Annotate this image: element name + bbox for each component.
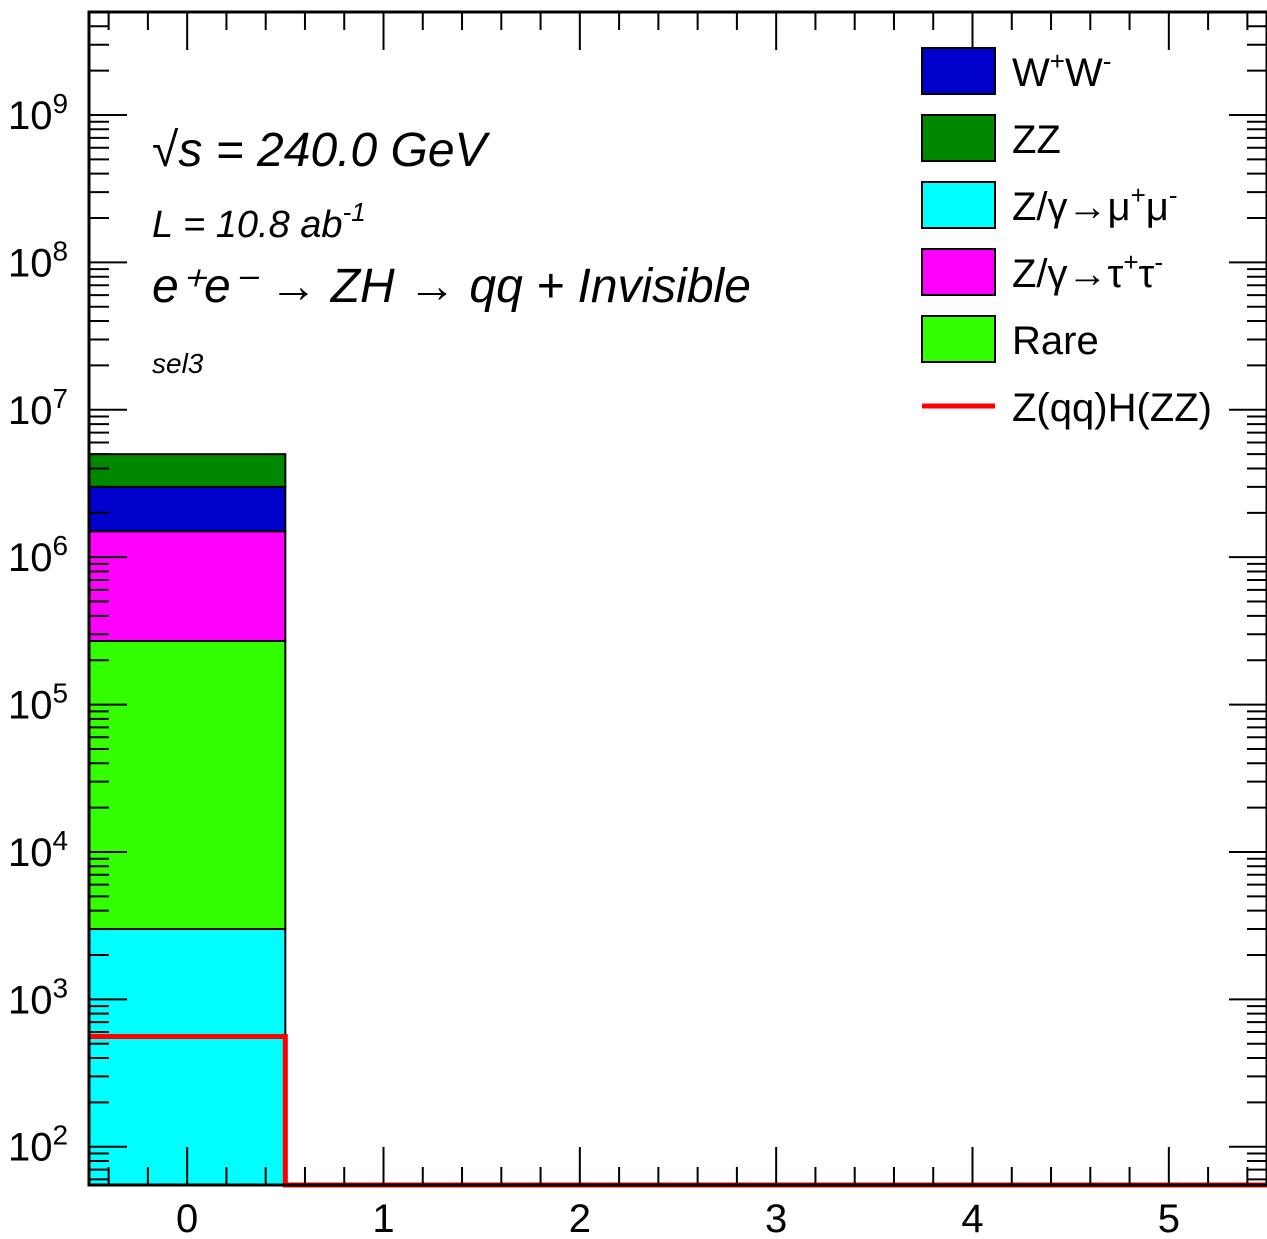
sqrt-s-label: √s = 240.0 GeV [152, 124, 491, 177]
x-tick-label: 2 [569, 1197, 591, 1239]
legend-label: Z(qq)H(ZZ) [1012, 386, 1212, 430]
legend-label: Rare [1012, 319, 1099, 363]
legend-swatch [921, 114, 996, 162]
legend-label: Z/γ→μ+μ- [1012, 180, 1178, 229]
x-tick-label: 4 [961, 1197, 983, 1239]
frame-rect [87, 10, 1267, 1187]
x-tick-label: 1 [372, 1197, 394, 1239]
x-tick-labels: 0 1 2 3 4 5 [176, 1197, 1180, 1239]
y-tick-label: 105 [8, 678, 68, 728]
x-tick-label: 5 [1158, 1197, 1180, 1239]
bar-1 [88, 639, 287, 931]
y-tick-label: 104 [8, 825, 68, 875]
bar-4 [88, 453, 287, 488]
y-tick-label: 106 [8, 530, 68, 580]
legend-label: Z/γ→τ+τ- [1012, 247, 1163, 296]
tick-marks [89, 11, 1267, 1185]
y-tick-label: 108 [8, 235, 68, 285]
legend-label: W+W- [1012, 46, 1111, 95]
process-label: e⁺e⁻ → ZH → qq + Invisible [152, 260, 751, 313]
x-tick-label: 0 [176, 1197, 198, 1239]
legend: W+W- ZZ Z/γ→μ+μ- Z/γ→τ+τ- Rare Z(qq)H(ZZ) [921, 46, 1212, 430]
selection-label: sel3 [152, 348, 204, 379]
plot-frame [87, 10, 1267, 1187]
legend-swatch [921, 47, 996, 95]
stacked-bars [88, 453, 287, 1186]
legend-swatch [921, 181, 996, 229]
legend-swatch [921, 315, 996, 363]
bar-3 [88, 485, 287, 533]
bar-2 [88, 530, 287, 642]
y-tick-labels: 102 103 104 105 106 107 108 109 [8, 88, 68, 1170]
legend-label: ZZ [1012, 118, 1061, 162]
luminosity-label: L = 10.8 ab-1 [152, 197, 366, 246]
y-tick-label: 102 [8, 1120, 68, 1170]
x-tick-label: 3 [765, 1197, 787, 1239]
annotations: √s = 240.0 GeV L = 10.8 ab-1 e⁺e⁻ → ZH →… [152, 124, 751, 379]
y-tick-label: 109 [8, 88, 68, 138]
y-tick-label: 107 [8, 383, 68, 433]
y-tick-label: 103 [8, 972, 68, 1022]
legend-swatch [921, 248, 996, 296]
axis-ticks [89, 11, 1267, 1185]
bar-0 [88, 928, 287, 1186]
